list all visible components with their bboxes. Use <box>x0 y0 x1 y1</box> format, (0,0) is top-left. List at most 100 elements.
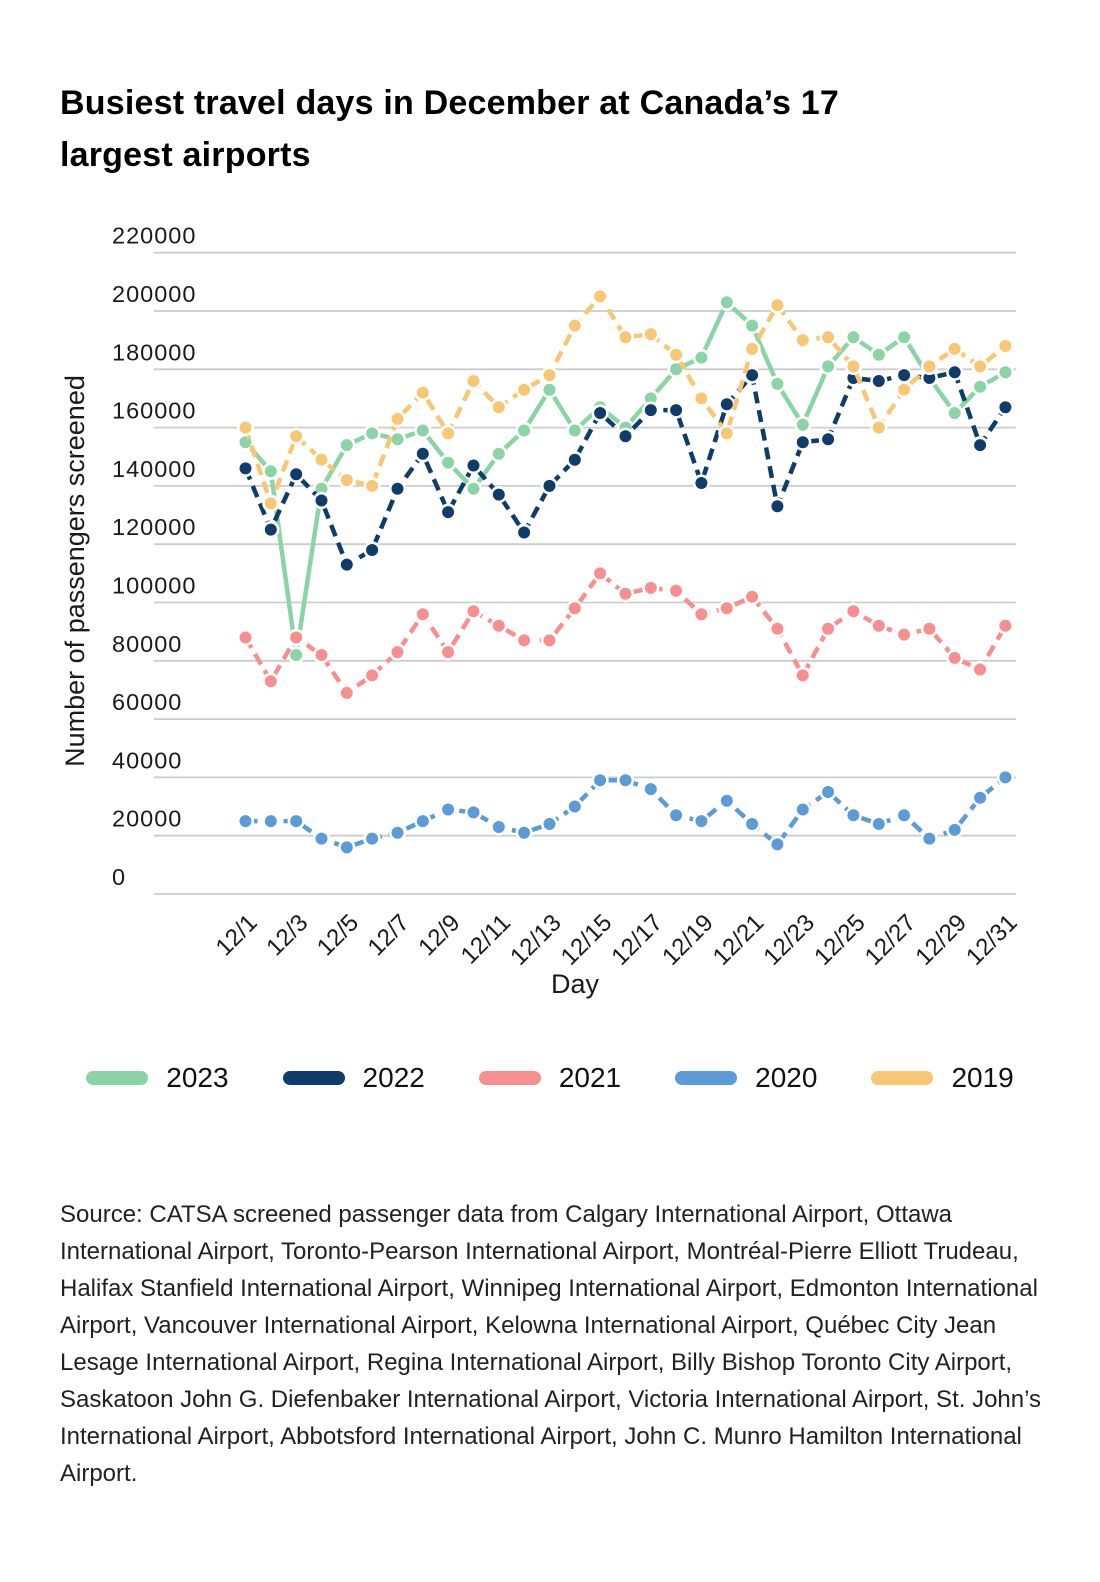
data-point-2019-12/31 <box>996 337 1015 355</box>
data-point-2020-12/8 <box>414 812 432 830</box>
data-point-2022-12/31 <box>996 398 1015 416</box>
x-tick-label: 12/29 <box>910 909 972 971</box>
data-point-2023-12/19 <box>692 349 711 367</box>
data-point-2020-12/24 <box>819 783 837 801</box>
data-point-2021-12/30 <box>971 660 989 679</box>
data-point-2019-12/14 <box>566 317 584 335</box>
data-point-2021-12/27 <box>895 626 913 644</box>
data-point-2021-12/25 <box>844 602 863 620</box>
data-point-2019-12/25 <box>844 357 863 375</box>
data-point-2019-12/5 <box>338 471 356 489</box>
data-point-2022-12/5 <box>338 556 356 574</box>
data-point-2020-12/7 <box>388 824 407 842</box>
data-point-2020-12/14 <box>566 797 584 816</box>
data-point-2023-12/31 <box>996 363 1015 381</box>
data-point-2023-12/20 <box>718 293 736 311</box>
data-point-2019-12/27 <box>895 381 913 399</box>
data-point-2022-12/16 <box>616 427 635 445</box>
y-axis-title: Number of passengers screened <box>60 375 90 767</box>
x-tick-label: 12/31 <box>961 909 1023 971</box>
y-tick-label: 0 <box>112 864 126 890</box>
data-point-2020-12/30 <box>971 789 989 807</box>
data-point-2023-12/12 <box>515 421 533 440</box>
data-point-2022-12/4 <box>312 491 331 510</box>
data-point-2020-12/3 <box>287 812 305 830</box>
data-point-2021-12/31 <box>996 617 1015 635</box>
data-point-2021-12/8 <box>414 605 432 623</box>
data-point-2023-12/2 <box>262 462 280 480</box>
data-point-2020-12/16 <box>616 771 635 789</box>
data-point-2022-12/9 <box>439 503 457 521</box>
y-tick-label: 140000 <box>112 456 196 482</box>
y-tick-label: 80000 <box>112 631 182 657</box>
data-point-2022-12/23 <box>794 433 812 451</box>
legend-label-2020: 2020 <box>755 1062 818 1093</box>
data-point-2019-12/10 <box>464 372 483 390</box>
data-point-2023-12/6 <box>363 424 381 442</box>
legend-swatch-2023 <box>86 1071 149 1085</box>
data-point-2020-12/22 <box>768 835 787 854</box>
data-point-2019-12/3 <box>287 427 305 445</box>
data-point-2020-12/28 <box>920 829 939 848</box>
legend: 2023 2022 2021 2020 2019 <box>0 1062 1100 1094</box>
data-point-2022-12/20 <box>718 395 736 413</box>
title-line-2: largest airports <box>60 135 311 174</box>
data-point-2019-12/11 <box>490 398 508 416</box>
y-tick-label: 20000 <box>112 806 182 832</box>
data-point-2021-12/7 <box>388 643 407 661</box>
x-axis-labels: 12/112/312/512/712/912/1112/1312/1512/17… <box>211 909 1023 971</box>
data-point-2023-12/26 <box>870 346 888 364</box>
data-point-2021-12/6 <box>363 666 381 685</box>
x-tick-label: 12/23 <box>758 909 820 971</box>
data-point-2019-12/24 <box>819 328 837 346</box>
data-point-2020-12/12 <box>515 824 533 842</box>
data-point-2019-12/7 <box>388 410 407 428</box>
data-point-2023-12/14 <box>566 421 584 440</box>
data-point-2019-12/26 <box>870 419 888 437</box>
x-tick-label: 12/17 <box>606 909 668 971</box>
y-tick-label: 200000 <box>112 281 196 307</box>
x-tick-label: 12/11 <box>456 909 516 969</box>
legend-item-2023: 2023 <box>86 1062 229 1094</box>
data-point-2021-12/9 <box>439 643 457 661</box>
data-point-2022-12/24 <box>819 430 837 448</box>
legend-item-2019: 2019 <box>871 1062 1014 1094</box>
data-point-2021-12/1 <box>236 628 255 647</box>
data-point-2022-12/26 <box>870 372 888 390</box>
page-title: Busiest travel days in December at Canad… <box>60 77 1000 181</box>
data-point-2022-12/14 <box>566 451 584 469</box>
data-point-2023-12/22 <box>768 375 787 393</box>
data-point-2019-12/17 <box>642 325 660 343</box>
data-point-2022-12/15 <box>591 404 609 422</box>
data-point-2020-12/20 <box>718 792 736 810</box>
data-point-2019-12/13 <box>540 366 559 384</box>
x-axis-title: Day <box>551 969 600 999</box>
source-note: Source: CATSA screened passenger data fr… <box>60 1201 1042 1487</box>
data-point-2023-12/5 <box>338 436 356 454</box>
data-point-2023-12/30 <box>971 378 989 396</box>
data-point-2021-12/28 <box>920 620 939 638</box>
data-point-2022-12/3 <box>287 465 305 483</box>
data-point-2019-12/15 <box>591 287 609 305</box>
data-point-2022-12/12 <box>515 523 533 542</box>
data-point-2021-12/21 <box>743 588 761 606</box>
data-point-2019-12/29 <box>946 340 964 358</box>
data-point-2023-12/9 <box>439 454 457 472</box>
data-point-2020-12/18 <box>667 806 685 824</box>
line-chart: 0 20000 40000 60000 80000 100000 120000 140000 1… <box>60 223 1023 999</box>
legend-label-2021: 2021 <box>558 1062 622 1093</box>
title-line-1: Busiest travel days in December at Canad… <box>60 83 839 122</box>
legend-label-2022: 2022 <box>362 1062 425 1093</box>
data-point-2021-12/4 <box>312 646 331 664</box>
data-point-2020-12/15 <box>591 771 609 789</box>
data-point-2020-12/5 <box>338 838 356 857</box>
data-point-2020-12/25 <box>844 806 863 824</box>
series-line-2019 <box>243 292 1007 511</box>
data-point-2019-12/30 <box>971 357 989 375</box>
data-point-2020-12/27 <box>895 806 913 824</box>
data-point-2019-12/19 <box>692 389 711 407</box>
data-point-2020-12/23 <box>794 800 812 819</box>
series-2019 <box>236 287 1015 513</box>
data-point-2021-12/13 <box>540 631 559 650</box>
data-point-2023-12/24 <box>819 357 837 375</box>
